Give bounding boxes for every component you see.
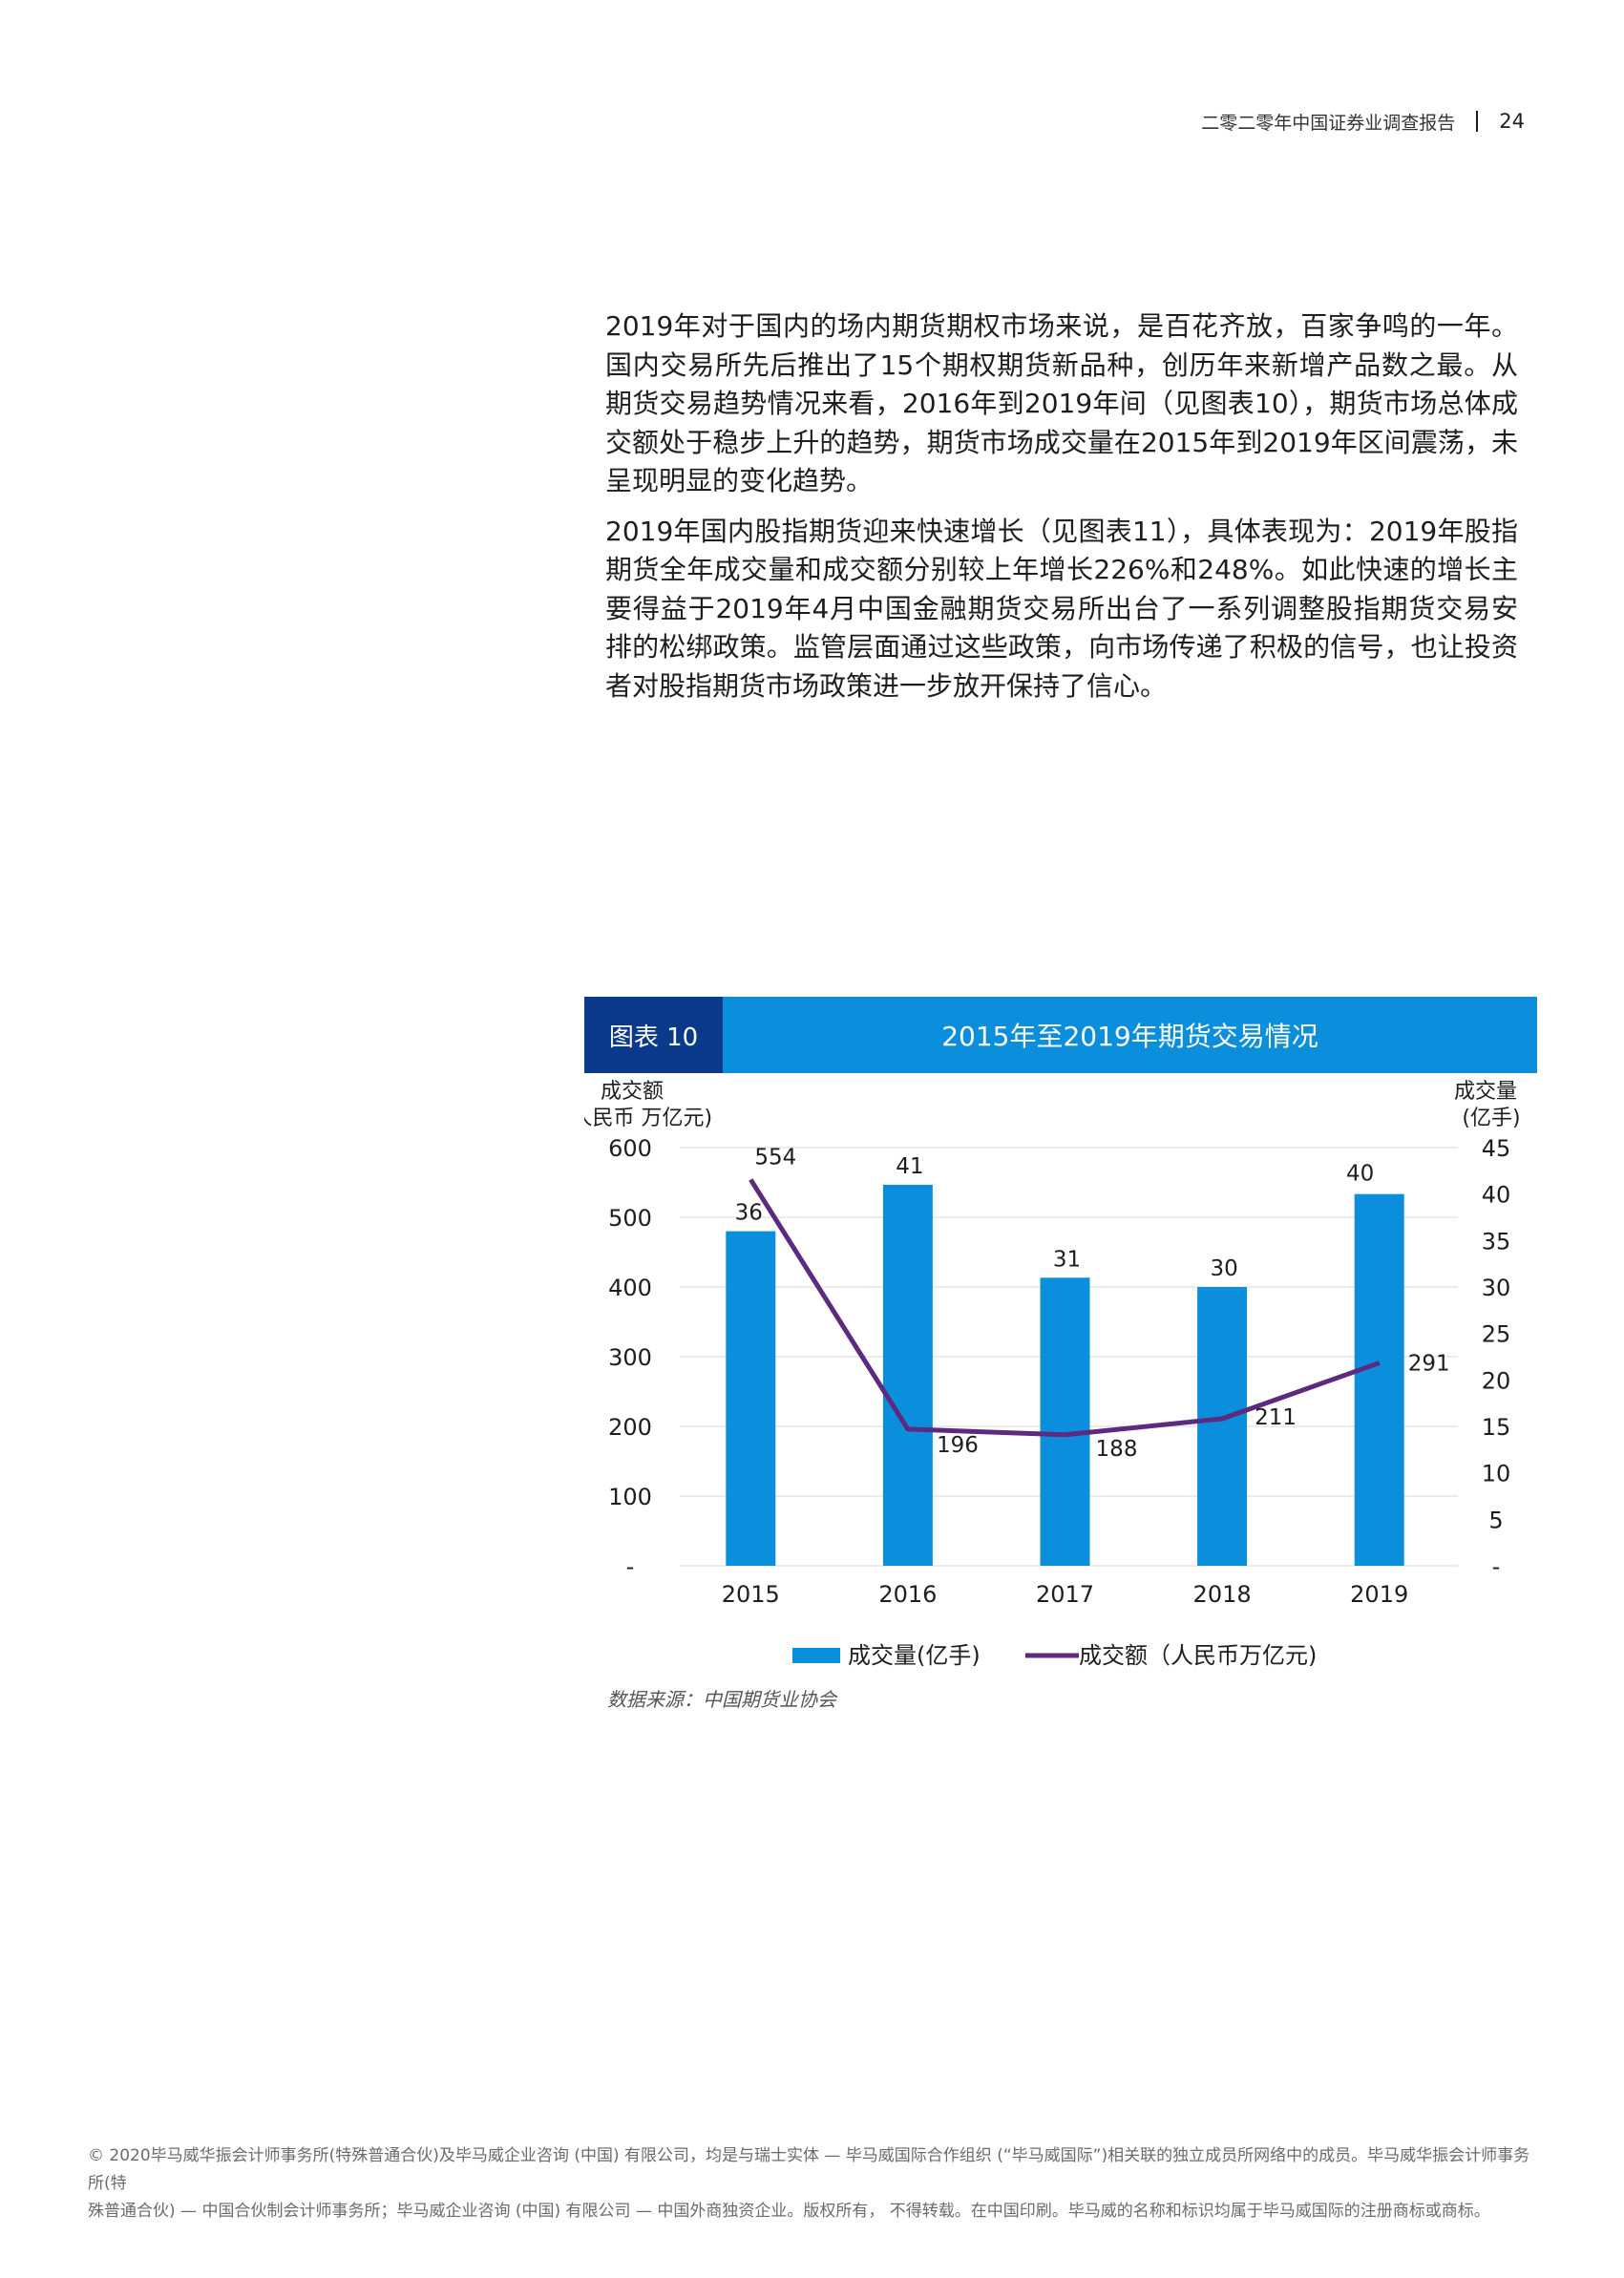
line-data-label: 554 (754, 1146, 796, 1171)
figure-title: 2015年至2019年期货交易情况 (723, 997, 1537, 1073)
figure-source: 数据来源：中国期货业协会 (607, 1688, 836, 1711)
label-layer: 36 554 41 196 31 188 30 211 40 291 (735, 1146, 1450, 1462)
y-right-tick-label: 45 (1482, 1135, 1511, 1162)
bar-data-label: 40 (1346, 1162, 1374, 1187)
x-tick-label: 2017 (1036, 1581, 1094, 1608)
y-right-axis-title: 成交量 (1454, 1080, 1517, 1104)
y-left-tick-label: - (626, 1553, 635, 1580)
y-left-tick-label: 200 (608, 1414, 652, 1441)
y-left-axis-unit: (人民币 万亿元) (584, 1107, 712, 1130)
paragraph-2: 2019年国内股指期货迎来快速增长（见图表11），具体表现为：2019年股指期货… (605, 515, 1518, 702)
bar (1040, 1277, 1090, 1566)
legend-bar-label: 成交量(亿手) (848, 1642, 981, 1669)
bar-data-label: 30 (1210, 1256, 1237, 1281)
x-tick-label: 2015 (722, 1581, 780, 1608)
footer-line-2: 殊普通合伙) — 中国合伙制会计师事务所；毕马威企业咨询 (中国) 有限公司 —… (88, 2202, 1490, 2221)
figure-label: 图表 10 (584, 997, 723, 1073)
line-data-label: 291 (1408, 1352, 1450, 1377)
y-right-tick-label: 10 (1482, 1461, 1511, 1487)
footer: © 2020毕马威华振会计师事务所(特殊普通合伙)及毕马威企业咨询 (中国) 有… (88, 2142, 1539, 2225)
x-tick-label: 2018 (1193, 1581, 1252, 1608)
bar (882, 1184, 933, 1566)
footer-line-1: © 2020毕马威华振会计师事务所(特殊普通合伙)及毕马威企业咨询 (中国) 有… (88, 2146, 1530, 2193)
y-left-axis-title: 成交额 (601, 1080, 664, 1104)
line-layer (749, 1178, 1381, 1438)
y-left-tick-label: 500 (608, 1205, 652, 1232)
x-tick-label: 2016 (878, 1581, 937, 1608)
bar (726, 1231, 776, 1566)
y-right-tick-label: - (1492, 1553, 1501, 1580)
legend-bar-swatch (792, 1648, 840, 1663)
y-right-tick-label: 25 (1482, 1321, 1511, 1348)
legend-layer: 成交量(亿手) 成交额（人民币万亿元) (792, 1642, 1317, 1669)
bar (1197, 1287, 1248, 1566)
y-right-axis-unit: (亿手) (1462, 1107, 1520, 1130)
futures-chart: 36 554 41 196 31 188 30 211 40 291 600 500 400 300 20… (584, 1080, 1521, 1669)
page-header: 二零二零年中国证券业调查报告 24 (1201, 107, 1525, 136)
paragraph-1: 2019年对于国内的场内期货期权市场来说，是百花齐放，百家争鸣的一年。国内交易所… (605, 310, 1518, 496)
line-data-label: 196 (937, 1433, 979, 1458)
line-data-label: 211 (1255, 1405, 1297, 1430)
x-tick-label: 2019 (1350, 1581, 1408, 1608)
figure-header: 图表 10 2015年至2019年期货交易情况 (584, 997, 1537, 1073)
y-right-tick-label: 35 (1482, 1228, 1511, 1255)
y-right-tick-label: 30 (1482, 1275, 1511, 1301)
y-left-tick-label: 300 (608, 1344, 652, 1371)
header-divider (1476, 111, 1479, 132)
y-left-tick-label: 400 (608, 1275, 652, 1301)
bar-layer (726, 1184, 1404, 1566)
y-right-tick-label: 15 (1482, 1414, 1511, 1441)
bar-data-label: 36 (735, 1201, 763, 1226)
y-right-tick-label: 40 (1482, 1182, 1511, 1209)
report-title: 二零二零年中国证券业调查报告 (1201, 112, 1456, 134)
bar-data-label: 41 (896, 1154, 923, 1179)
page-number: 24 (1499, 110, 1525, 133)
y-right-tick-label: 20 (1482, 1367, 1511, 1394)
y-left-tick-label: 100 (608, 1484, 652, 1510)
y-left-tick-label: 600 (608, 1135, 652, 1162)
bar-data-label: 31 (1053, 1247, 1081, 1272)
body-text: 2019年对于国内的场内期货期权市场来说，是百花齐放，百家争鸣的一年。国内交易所… (605, 307, 1518, 717)
legend-line-label: 成交额（人民币万亿元) (1079, 1642, 1317, 1669)
y-right-tick-label: 5 (1488, 1507, 1503, 1533)
axis-layer: 600500400300200100-45403530252015105-成交额… (584, 1080, 1521, 1608)
bar (1354, 1193, 1404, 1566)
line-data-label: 188 (1096, 1437, 1138, 1462)
